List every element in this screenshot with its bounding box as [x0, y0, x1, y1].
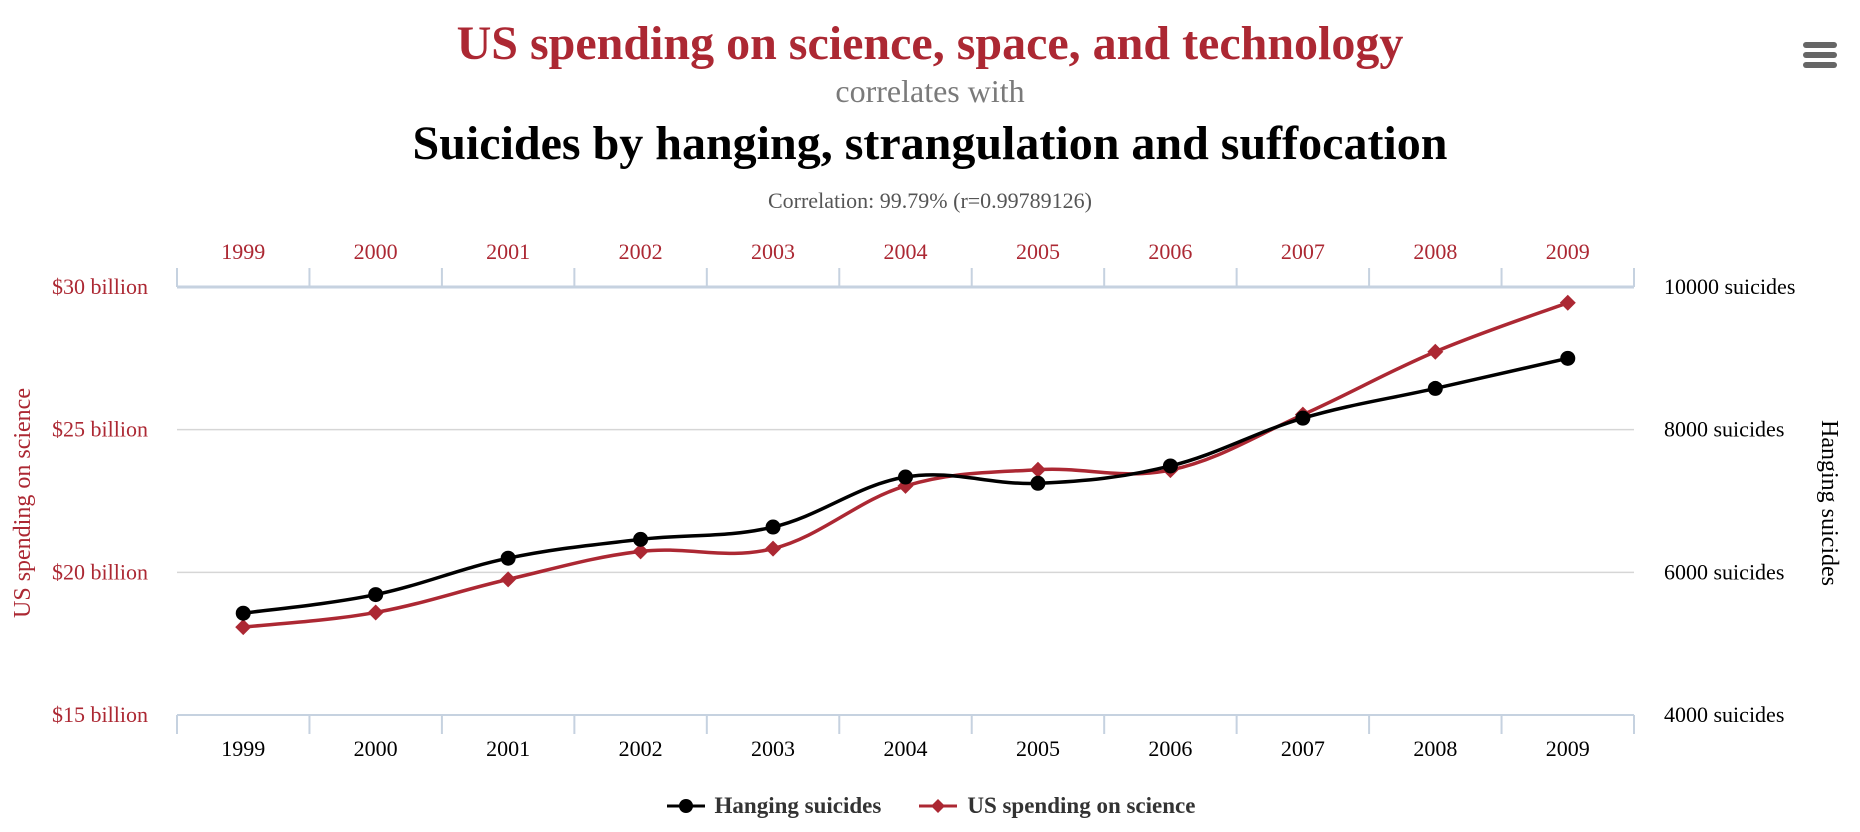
hamburger-menu-button[interactable] [1798, 36, 1842, 74]
data-point-hanging-suicides [1427, 380, 1443, 396]
hamburger-menu-icon [1803, 42, 1837, 48]
bottom-x-tick-label: 2004 [884, 736, 928, 761]
data-point-hanging-suicides [898, 469, 913, 485]
legend-label: US spending on science [967, 793, 1196, 818]
legend: Hanging suicides US spending on science [0, 792, 1860, 820]
gridlines [177, 286, 1634, 716]
data-point-us-spending-on-science [765, 540, 782, 557]
legend-item-us-spending[interactable]: US spending on science [917, 792, 1195, 820]
top-x-tick-label: 2001 [486, 239, 530, 264]
series-line-us-spending-on-science [243, 301, 1569, 629]
data-point-us-spending-on-science [235, 619, 252, 636]
right-y-tick-label: 4000 suicides [1664, 702, 1784, 727]
bottom-x-tick-label: 2006 [1148, 736, 1192, 761]
data-point-hanging-suicides [500, 550, 516, 566]
right-y-tick-label: 8000 suicides [1664, 417, 1784, 442]
bottom-x-tick-label: 2008 [1413, 736, 1457, 761]
top-x-tick-label: 2000 [354, 239, 398, 264]
data-point-us-spending-on-science [1029, 461, 1046, 478]
top-x-tick-label: 2007 [1281, 239, 1325, 264]
data-point-hanging-suicides [368, 587, 384, 603]
data-point-hanging-suicides [633, 531, 649, 547]
hamburger-menu-icon-bar [1803, 52, 1837, 58]
left-y-tick-label: $20 billion [52, 559, 148, 584]
left-y-axis-title: US spending on science [10, 388, 36, 618]
top-x-tick-label: 2005 [1016, 239, 1060, 264]
bottom-x-tick-label: 1999 [221, 736, 265, 761]
legend-circle-marker-icon [666, 799, 705, 813]
right-y-axis-title: Hanging suicides [1816, 420, 1842, 586]
bottom-x-tick-label: 2007 [1281, 736, 1325, 761]
data-point-us-spending-on-science [367, 604, 384, 621]
chart-connector-text: correlates with [835, 73, 1025, 109]
axis-labels: 1999 2000 2001 2002 2003 2004 2005 2006 2007 2008… [10, 239, 1842, 761]
data-point-hanging-suicides [1030, 475, 1046, 491]
right-y-tick-label: 10000 suicides [1664, 274, 1795, 299]
top-x-tick-label: 2009 [1546, 239, 1590, 264]
top-x-tick-label: 2008 [1413, 239, 1457, 264]
correlation-text: Correlation: 99.79% (r=0.99789126) [767, 188, 1093, 213]
left-y-tick-label: $30 billion [52, 274, 148, 299]
series [235, 294, 1576, 636]
legend-diamond-marker-icon [919, 799, 958, 813]
bottom-x-tick-label: 2005 [1016, 736, 1060, 761]
data-point-us-spending-on-science [632, 543, 649, 560]
top-x-tick-label: 2004 [884, 239, 928, 264]
top-x-tick-label: 2006 [1148, 239, 1192, 264]
data-point-us-spending-on-science [1427, 343, 1444, 360]
data-point-hanging-suicides [1295, 410, 1311, 426]
bottom-x-tick-label: 2001 [486, 736, 530, 761]
bottom-x-tick-label: 2003 [751, 736, 795, 761]
bottom-x-tick-label: 2009 [1546, 736, 1590, 761]
data-point-us-spending-on-science [1559, 294, 1576, 311]
left-y-tick-label: $15 billion [52, 702, 148, 727]
hamburger-menu-icon-bar [1803, 62, 1837, 68]
top-x-tick-label: 1999 [221, 239, 265, 264]
left-y-tick-label: $25 billion [52, 417, 148, 442]
right-y-tick-label: 6000 suicides [1664, 559, 1784, 584]
top-x-tick-label: 2002 [619, 239, 663, 264]
legend-item-hanging-suicides[interactable]: Hanging suicides [665, 792, 882, 820]
data-point-hanging-suicides [235, 605, 251, 621]
bottom-x-tick-label: 2000 [354, 736, 398, 761]
top-x-tick-label: 2003 [751, 239, 795, 264]
bottom-x-tick-label: 2002 [619, 736, 663, 761]
axes [176, 268, 1635, 734]
chart-title: US spending on science, space, and techn… [456, 17, 1404, 70]
data-point-us-spending-on-science [500, 571, 517, 588]
chart-subtitle: Suicides by hanging, strangulation and s… [412, 117, 1448, 170]
data-point-hanging-suicides [1560, 350, 1576, 366]
data-point-hanging-suicides [1162, 458, 1178, 474]
data-point-hanging-suicides [765, 519, 781, 535]
legend-label: Hanging suicides [714, 793, 882, 818]
